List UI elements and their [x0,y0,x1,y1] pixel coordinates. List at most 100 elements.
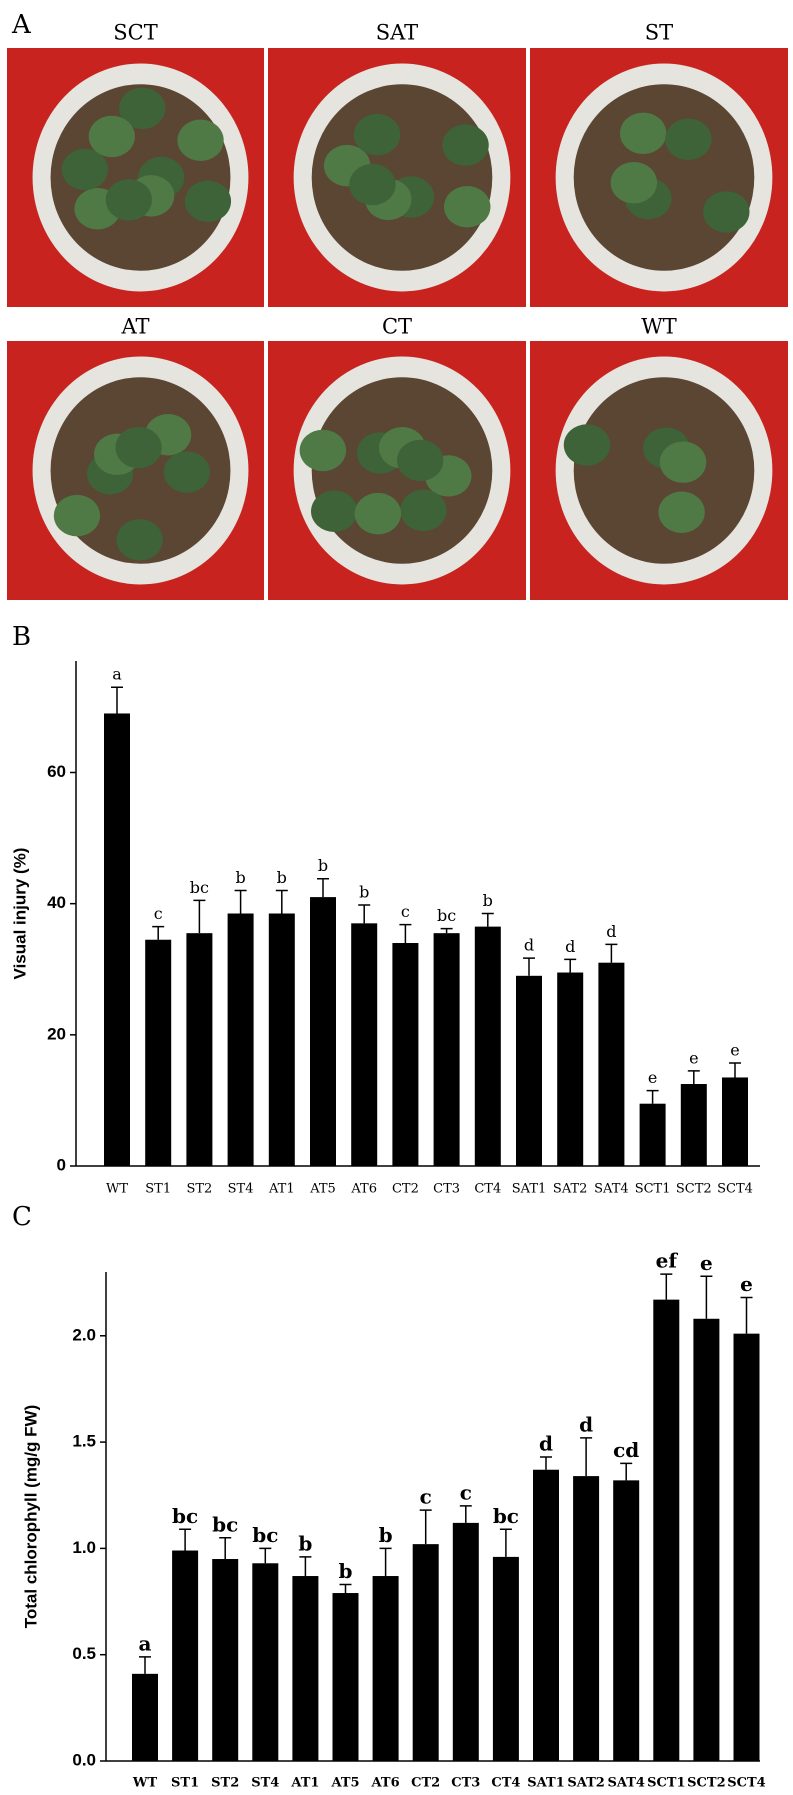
significance-letter: bc [493,1504,519,1528]
leaf [703,191,750,233]
y-tick-label: 20 [47,1024,66,1043]
significance-letter: a [139,1631,152,1655]
bar [310,897,336,1166]
significance-letter: c [401,902,410,921]
x-tick-label: SAT4 [594,1182,629,1197]
bar [433,933,460,1166]
significance-letter: c [154,904,163,923]
error-bar [740,1296,753,1334]
error-bar [111,686,123,714]
significance-letter: d [606,922,616,941]
x-tick-label: AT5 [330,1776,359,1791]
error-bar [499,1528,512,1557]
significance-letter: c [420,1485,432,1509]
leaf [354,492,402,535]
bar [392,943,419,1166]
leaf [349,163,396,206]
y-axis-label: Visual injury (%) [10,848,29,980]
error-bar [299,1556,312,1577]
x-tick-label: ST1 [145,1182,171,1197]
x-tick-label: AT6 [350,1182,377,1197]
significance-letter: b [379,1523,393,1547]
x-tick-label: WT [132,1776,158,1791]
error-bar [646,1089,659,1104]
bar [227,913,254,1166]
leaf [610,161,658,204]
x-tick-label: ST4 [251,1776,279,1791]
bar [452,1522,479,1761]
leaf [115,426,162,469]
x-tick-label: CT3 [451,1776,480,1791]
x-tick-label: CT4 [491,1776,520,1791]
panel-label: B [12,622,31,652]
error-bar [139,1656,151,1674]
bar [733,1333,760,1761]
significance-letter: bc [172,1504,198,1528]
leaf [163,451,211,493]
significance-letter: b [235,868,245,887]
error-bar [259,1547,272,1564]
x-tick-label: CT3 [433,1182,460,1197]
y-tick-label: 0.5 [72,1644,96,1663]
significance-letter: b [298,1531,312,1555]
x-tick-label: WT [106,1182,128,1197]
x-tick-label: SAT1 [527,1776,564,1791]
bar [212,1559,239,1761]
significance-letter: d [565,937,575,956]
error-bar [399,923,412,944]
error-bar [660,1273,673,1300]
significance-letter: ef [656,1249,679,1273]
bar [412,1544,439,1761]
bar [292,1576,319,1761]
error-bar [419,1509,432,1545]
leaf [442,124,489,166]
y-tick-label: 1.0 [72,1538,96,1557]
photo-label: WT [641,315,677,339]
panel-label: A [11,10,32,40]
bar [693,1318,720,1761]
significance-letter: b [277,868,287,887]
x-tick-label: AT6 [371,1776,400,1791]
y-tick-label: 0.0 [72,1750,96,1769]
bar [172,1550,199,1761]
photo-label: AT [120,315,149,339]
bar [145,939,172,1166]
bar [372,1576,399,1761]
error-bar [700,1275,713,1319]
leaf [61,148,109,191]
leaf [177,119,224,161]
leaf [53,494,101,537]
error-bar [564,958,577,973]
leaf [400,489,447,532]
leaf [105,179,152,221]
panel-label: C [12,1202,32,1232]
bar [104,713,130,1166]
bar [598,962,625,1166]
error-bar [379,1547,392,1577]
bar [722,1077,748,1166]
significance-letter: e [740,1272,753,1296]
x-tick-label: SAT2 [567,1776,604,1791]
x-tick-label: CT2 [392,1182,419,1197]
x-tick-label: SAT2 [553,1182,588,1197]
leaf [397,439,444,482]
error-bar [219,1537,232,1560]
error-bar [317,877,329,898]
photo-label: SAT [376,21,418,45]
error-bar [687,1070,700,1085]
bar [613,1480,640,1761]
bar [132,1673,158,1761]
significance-letter: d [524,936,534,955]
leaf [353,113,401,156]
x-tick-label: SCT4 [717,1182,753,1197]
x-tick-label: CT2 [411,1776,440,1791]
error-bar [358,904,371,924]
error-bar [339,1583,352,1594]
significance-letter: d [539,1431,553,1455]
soil [573,84,755,271]
x-tick-label: SCT1 [647,1776,685,1791]
significance-letter: b [318,856,328,875]
x-tick-label: AT1 [268,1182,295,1197]
significance-letter: b [483,891,493,910]
